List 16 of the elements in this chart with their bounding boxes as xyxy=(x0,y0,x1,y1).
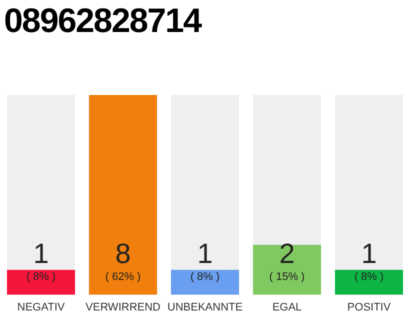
annotation: ( 15% ) xyxy=(269,270,305,283)
x-tick-label: EGAL xyxy=(272,301,302,314)
annotation: ( 62% ) xyxy=(105,270,141,283)
annotation: ( 8% ) xyxy=(26,270,56,283)
chart-title: 08962828714 xyxy=(4,2,202,41)
data-label: 1 xyxy=(33,238,49,269)
annotation: ( 8% ) xyxy=(354,270,384,283)
data-label: 1 xyxy=(197,238,213,269)
data-label: 1 xyxy=(361,238,377,269)
x-tick-label: POSITIV xyxy=(347,301,392,314)
annotation: ( 8% ) xyxy=(190,270,220,283)
data-label: 8 xyxy=(115,238,131,269)
x-tick-label: VERWIRREND xyxy=(86,301,161,314)
x-tick-label: UNBEKANNTE xyxy=(167,301,243,314)
x-tick-label: NEGATIV xyxy=(17,301,66,314)
data-label: 2 xyxy=(279,238,295,269)
